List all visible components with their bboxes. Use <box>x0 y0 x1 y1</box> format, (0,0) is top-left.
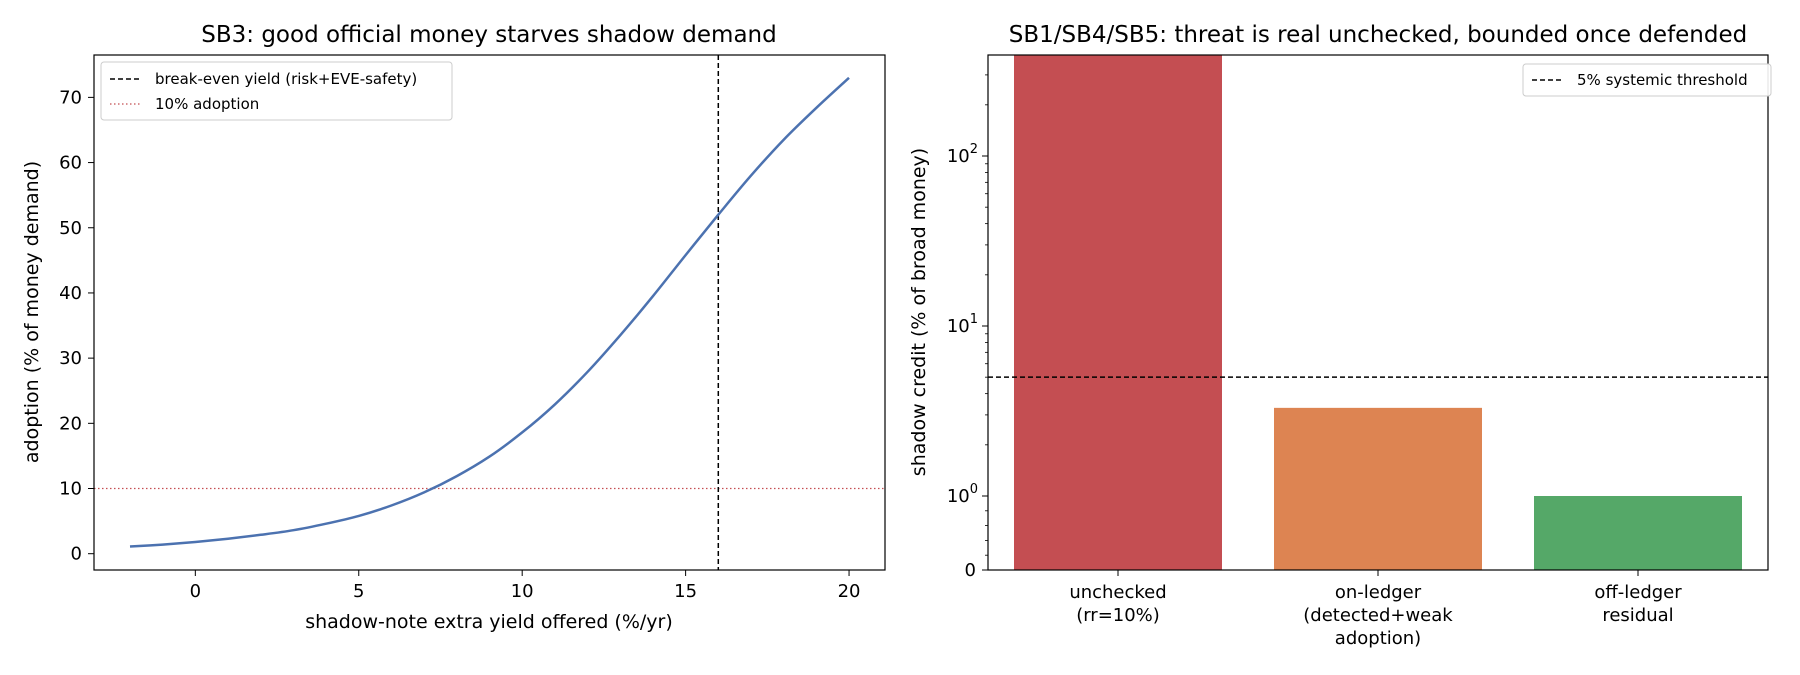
left-y-axis-label: adoption (% of money demand) <box>21 161 43 463</box>
adoption-chart-panel: SB3: good official money starves shadow … <box>21 22 886 633</box>
x-category-label: (detected+weak <box>1303 605 1453 626</box>
left-chart-title: SB3: good official money starves shadow … <box>201 22 776 48</box>
y-tick-label: 0 <box>71 544 82 565</box>
left-axes-frame <box>93 54 886 571</box>
y-tick-label: 30 <box>59 348 82 369</box>
y-tick-label: 20 <box>59 413 82 434</box>
x-category-label: unchecked <box>1069 582 1166 603</box>
x-category-label: (rr=10%) <box>1076 605 1160 626</box>
y-tick-label: 101 <box>947 312 978 337</box>
y-tick-label: 102 <box>947 142 978 167</box>
legend-label-adoption: 10% adoption <box>155 95 259 113</box>
bar-0 <box>1014 55 1222 570</box>
left-plot-area: 0 5 10 15 20 0 10 20 30 40 50 60 70 <box>59 54 886 602</box>
y-tick-label: 60 <box>59 153 82 174</box>
x-tick-label: 10 <box>511 581 534 602</box>
right-y-axis-label: shadow credit (% of broad money) <box>908 148 930 476</box>
y-tick-label: 50 <box>59 218 82 239</box>
x-tick-label: 20 <box>838 581 861 602</box>
x-tick-label: 15 <box>674 581 697 602</box>
shadow-credit-chart-panel: SB1/SB4/SB5: threat is real unchecked, b… <box>908 22 1772 649</box>
y-tick-label: 0 <box>965 560 976 581</box>
x-category-label: on-ledger <box>1335 582 1422 603</box>
x-category-label: residual <box>1602 605 1673 626</box>
bar-1 <box>1274 407 1482 570</box>
legend-label-systemic-threshold: 5% systemic threshold <box>1577 71 1748 89</box>
right-axes-frame <box>987 54 1769 571</box>
left-legend-box <box>100 61 453 121</box>
y-tick-label: 40 <box>59 283 82 304</box>
x-category-label: off-ledger <box>1594 582 1682 603</box>
y-tick-label: 100 <box>947 482 978 507</box>
left-x-axis-label: shadow-note extra yield offered (%/yr) <box>305 611 673 633</box>
x-tick-label: 0 <box>190 581 201 602</box>
bar-2 <box>1534 496 1742 570</box>
x-tick-label: 5 <box>353 581 364 602</box>
left-legend: break-even yield (risk+EVE-safety) 10% a… <box>100 61 453 121</box>
right-chart-title: SB1/SB4/SB5: threat is real unchecked, b… <box>1009 22 1748 48</box>
legend-label-break-even: break-even yield (risk+EVE-safety) <box>155 70 417 88</box>
adoption-curve <box>129 76 850 548</box>
y-tick-label: 10 <box>59 479 82 500</box>
right-legend-box <box>1522 63 1772 97</box>
right-legend: 5% systemic threshold <box>1522 63 1772 97</box>
x-category-label: adoption) <box>1335 628 1421 649</box>
right-plot-area: unchecked(rr=10%) on-ledger(detected+weak… <box>947 54 1769 649</box>
y-tick-label: 70 <box>59 87 82 108</box>
